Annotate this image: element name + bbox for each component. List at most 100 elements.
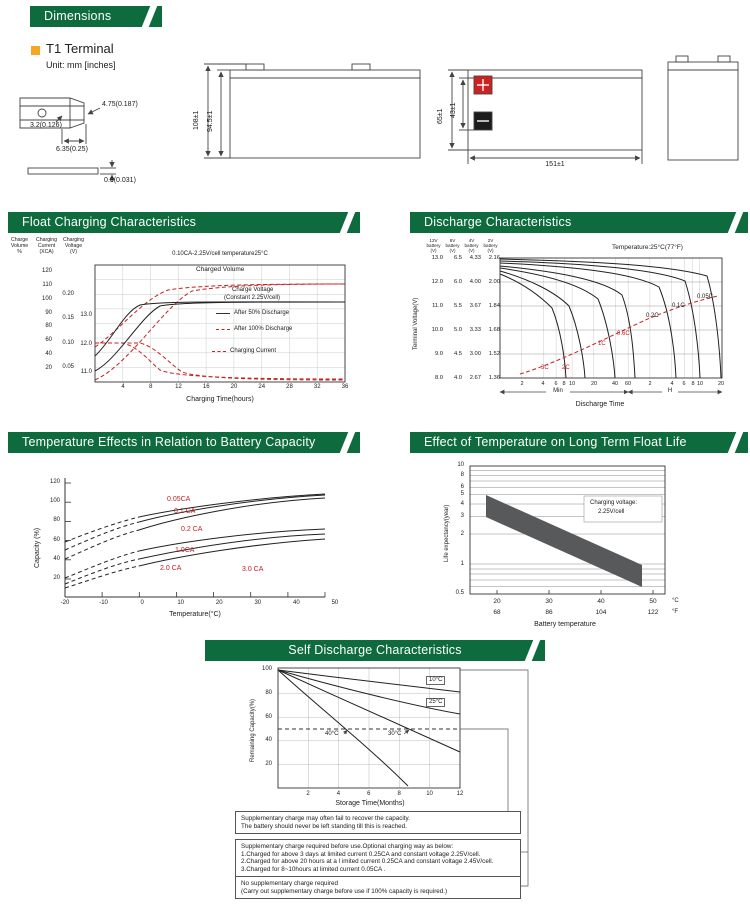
discharge-temperature-note: Temperature:25°C(77°F)	[612, 244, 683, 251]
tick-label: 36	[341, 384, 349, 390]
tick-label: 60	[45, 337, 52, 344]
float-v-ticks: 13.0 12.0 11.0	[72, 312, 92, 376]
temp-capacity-banner: Temperature Effects in Relation to Batte…	[8, 432, 360, 453]
tick-label: 80	[265, 689, 272, 696]
discharge-voltage-table: 13.0 6.5 4.33 2.16 12.0 6.0 4.00 2.00 11.0 5.5 3…	[424, 254, 500, 382]
tick-label: 20	[230, 384, 238, 390]
tick-label: 30	[254, 600, 262, 606]
tick-label: 24	[258, 384, 266, 390]
tick-label: 30	[545, 598, 553, 605]
legend-charge-voltage: Charge Voltage	[232, 287, 274, 293]
discharge-voltage-row: 8.0 4.0 2.67 1.36	[434, 375, 500, 381]
legend-swatch-current	[212, 351, 226, 352]
charging-voltage-note: Charging voltage:	[590, 500, 638, 506]
float-charging-chart	[94, 264, 346, 383]
tick-label: 100	[41, 295, 52, 302]
x-tick: 2	[648, 381, 652, 387]
tick-label: 4	[121, 384, 125, 390]
curve-label: 0.1C	[672, 303, 685, 309]
curve-label: 0.6C	[617, 331, 630, 337]
x-tick: 20	[590, 381, 598, 387]
legend-swatch-dashed	[216, 329, 230, 330]
terminal-type-title: T1 Terminal	[46, 41, 114, 56]
legend-swatch-solid	[216, 313, 230, 314]
tick-label: 40	[293, 600, 300, 606]
dim-length: 151±1	[545, 161, 565, 168]
discharge-y-axis-label: Terminal Voltage(V)	[413, 297, 419, 350]
battery-end-view	[667, 55, 739, 161]
note-line: 1.Charged for above 3 days at limited cu…	[241, 850, 481, 858]
tick-label: 0.10	[62, 339, 74, 346]
float-life-c-ticks: 20 30 40 50	[482, 598, 668, 606]
discharge-voltage-row: 13.0 6.5 4.33 2.16	[431, 255, 500, 261]
discharge-col-header: 6V battery (V)	[445, 238, 460, 254]
tick-label: 0.05	[62, 363, 74, 370]
self-discharge-banner-label: Self Discharge Characteristics	[288, 643, 462, 657]
self-discharge-banner: Self Discharge Characteristics	[205, 640, 545, 661]
curve-label: 2.0 CA	[160, 565, 182, 572]
discharge-voltage-row: 12.0 6.0 4.00 2.00	[431, 279, 500, 285]
note-line: 2.Charged for above 20 hours at a l imit…	[241, 858, 494, 866]
tick-label: 12.0	[80, 340, 92, 347]
discharge-voltage-row: 11.0 5.5 3.67 1.84	[432, 303, 500, 309]
curve-label: 0.05C	[697, 294, 714, 300]
tick-label: 32	[313, 384, 321, 390]
float-pct-ticks: 120 110 100 90 80 60 40 20	[28, 268, 52, 372]
float-x-ticks: 4 8 12 16 20 24 28 32 36	[113, 384, 355, 391]
x-tick: 4	[670, 381, 674, 387]
fahrenheit-unit: °F	[672, 609, 679, 615]
x-tick: 40	[611, 381, 619, 387]
tick-label: 20	[53, 574, 60, 581]
tick-label: 120	[41, 268, 52, 274]
tick-label: 0	[140, 600, 144, 606]
note-box-no-charge-required: No supplementary charge required (Carry o…	[235, 876, 521, 900]
x-tick: 20	[717, 381, 725, 387]
tick-label: 20	[265, 761, 272, 767]
float-charging-banner: Float Charging Characteristics	[8, 212, 360, 233]
curve-label: 3.0 CA	[242, 566, 264, 573]
x-tick: 6	[554, 381, 558, 387]
tick-label: 20	[215, 600, 223, 606]
y-tick: 3	[460, 513, 464, 519]
float-charging-banner-label: Float Charging Characteristics	[22, 215, 197, 229]
discharge-col-header: 2V battery (V)	[483, 238, 498, 254]
temp-x-axis-label: Temperature(°C)	[169, 611, 221, 618]
tick-label: 0.15	[62, 315, 74, 322]
note-line: Supplementary charge may often fail to r…	[241, 815, 410, 822]
tick-label: 13.0	[80, 312, 92, 318]
tick-label: 8	[149, 384, 153, 390]
legend-after-100: After 100% Discharge	[234, 326, 293, 332]
temp-capacity-chart	[64, 478, 326, 598]
x-tick: 10	[696, 381, 704, 387]
axis-header: Charging Voltage (V)	[62, 237, 85, 255]
curve-label-40c: 40°C	[325, 731, 339, 737]
note-line: (Carry out supplementary charge before u…	[241, 887, 448, 895]
dim-front-height: 65±1	[437, 108, 444, 124]
dim-terminal-base: 6.35(0.25)	[56, 146, 88, 153]
float-life-f-ticks: 68 86 104 122	[482, 609, 668, 617]
tick-label: 80	[45, 323, 52, 330]
tick-label: 100	[261, 666, 272, 672]
float-life-banner: Effect of Temperature on Long Term Float…	[410, 432, 748, 453]
discharge-col-header: 12V battery (V)	[426, 238, 441, 254]
float-life-x-axis-label: Battery temperature	[534, 621, 596, 628]
discharge-voltage-row: 10.0 5.0 3.33 1.68	[431, 327, 500, 333]
note-line: The battery should never be left standin…	[241, 822, 407, 830]
tick-label: 60	[53, 536, 60, 543]
min-unit-label: Min	[548, 388, 568, 395]
dim-terminal-thickness: 0.8(0.031)	[104, 177, 136, 184]
terminal-drawing	[19, 97, 116, 182]
tick-label: 68	[493, 609, 501, 616]
curve-label: 1.0CA	[175, 547, 195, 554]
curve-label: 0.2 CA	[181, 526, 203, 533]
tick-label: 50	[331, 600, 339, 606]
float-xca-ticks: 0.20 0.15 0.10 0.05	[52, 291, 74, 371]
hour-unit-label: H	[664, 388, 676, 395]
curve-label: 2C	[562, 365, 570, 371]
tick-label: 6	[367, 791, 371, 797]
discharge-banner-label: Discharge Characteristics	[424, 215, 572, 229]
discharge-banner: Discharge Characteristics	[410, 212, 748, 233]
x-tick: 6	[682, 381, 686, 387]
